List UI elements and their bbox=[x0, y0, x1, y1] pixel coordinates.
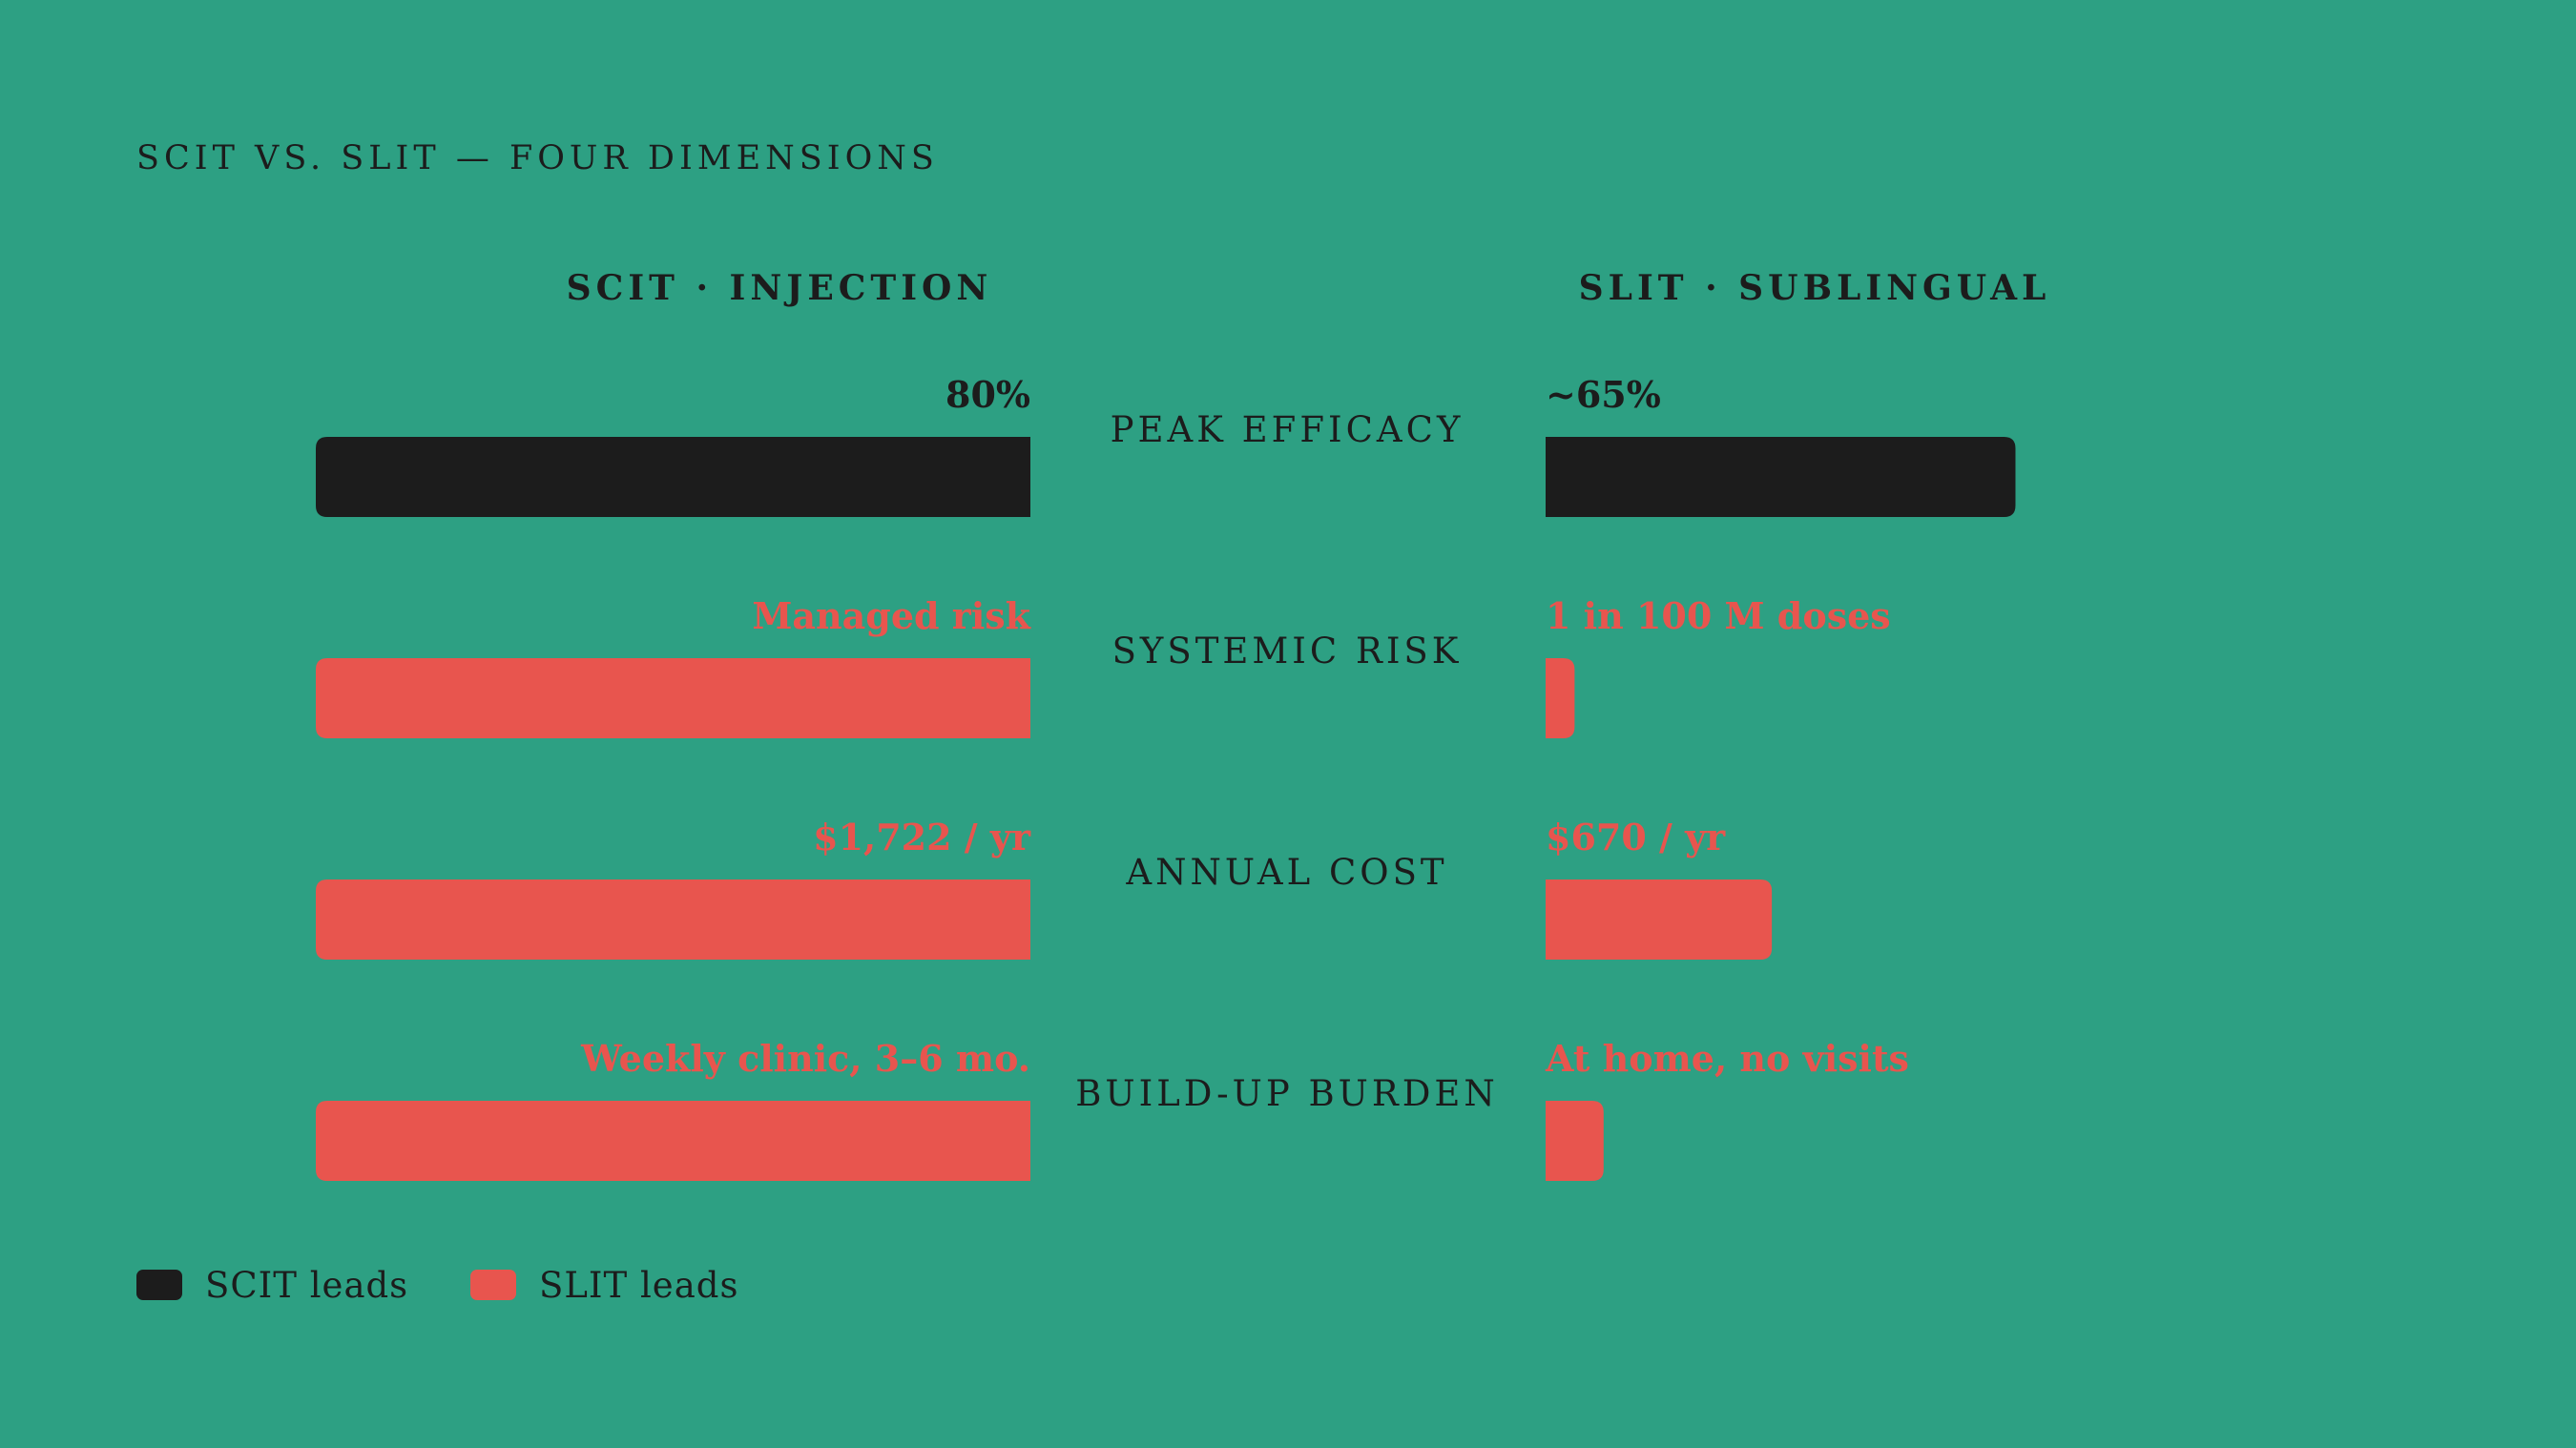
scit-bar bbox=[316, 437, 1030, 517]
row-peak-efficacy: 80% PEAK EFFICACY ~65% bbox=[316, 373, 2016, 517]
legend-label-slit: SLIT leads bbox=[539, 1265, 738, 1306]
dimension-label: SYSTEMIC RISK bbox=[1112, 631, 1463, 672]
dimension-label: ANNUAL COST bbox=[1125, 852, 1447, 893]
row-annual-cost: $1,722 / yr ANNUAL COST $670 / yr bbox=[316, 816, 1773, 960]
slit-value-label: 1 in 100 M doses bbox=[1546, 594, 1891, 637]
slit-bar bbox=[1546, 437, 2016, 517]
scit-value-label: Managed risk bbox=[752, 594, 1030, 637]
legend-swatch-scit bbox=[136, 1270, 182, 1300]
legend: SCIT leads SLIT leads bbox=[136, 1265, 738, 1306]
scit-value-label: $1,722 / yr bbox=[813, 816, 1031, 858]
chart-rows: 80% PEAK EFFICACY ~65% Managed risk SYSTEMIC… bbox=[316, 373, 2016, 1181]
slit-bar bbox=[1546, 658, 1575, 738]
legend-label-scit: SCIT leads bbox=[205, 1265, 408, 1306]
dimension-label: BUILD-UP BURDEN bbox=[1075, 1073, 1499, 1114]
slit-value-label: At home, no visits bbox=[1545, 1037, 1909, 1080]
scit-bar bbox=[316, 658, 1030, 738]
scit-value-label: Weekly clinic, 3–6 mo. bbox=[580, 1037, 1030, 1080]
scit-column-header: SCIT · INJECTION bbox=[567, 268, 993, 308]
row-build-up-burden: Weekly clinic, 3–6 mo. BUILD-UP BURDEN At … bbox=[316, 1037, 1909, 1181]
scit-value-label: 80% bbox=[945, 373, 1030, 416]
scit-bar bbox=[316, 1101, 1030, 1181]
slit-value-label: $670 / yr bbox=[1546, 816, 1726, 858]
chart-title: SCIT VS. SLIT — FOUR DIMENSIONS bbox=[136, 139, 939, 177]
slit-column-header: SLIT · SUBLINGUAL bbox=[1579, 268, 2051, 308]
legend-swatch-slit bbox=[470, 1270, 516, 1300]
dimension-label: PEAK EFFICACY bbox=[1111, 409, 1465, 450]
scit-bar bbox=[316, 879, 1030, 960]
slit-bar bbox=[1546, 1101, 1604, 1181]
slit-value-label: ~65% bbox=[1546, 373, 1661, 416]
slit-bar bbox=[1546, 879, 1773, 960]
row-systemic-risk: Managed risk SYSTEMIC RISK 1 in 100 M dose… bbox=[316, 594, 1891, 738]
